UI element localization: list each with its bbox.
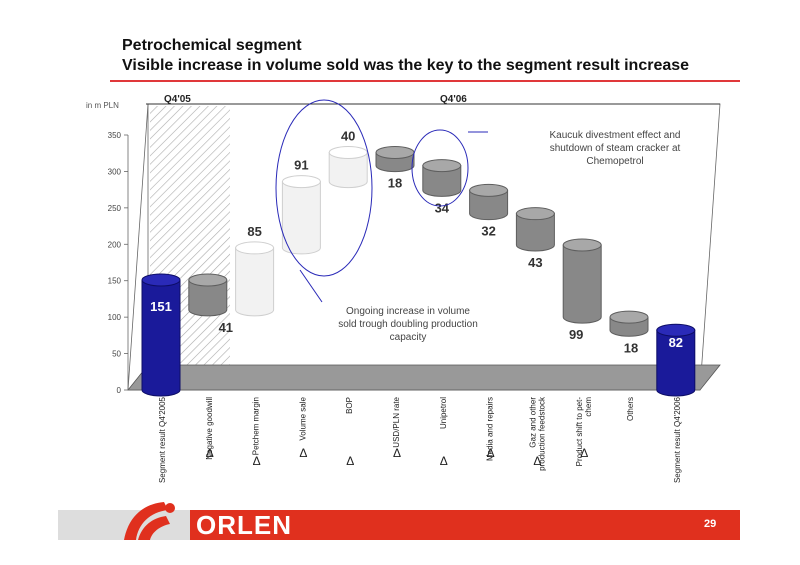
category-label-group: Unipetrol bbox=[439, 397, 448, 429]
delta-symbol-icon: Δ bbox=[299, 446, 307, 460]
category-label: BOP bbox=[345, 397, 354, 414]
highlight-pointer-volume bbox=[299, 269, 323, 303]
bar-top bbox=[281, 175, 321, 189]
title-underline bbox=[110, 80, 740, 82]
category-label-group: Negative goodwill bbox=[205, 397, 214, 460]
bar-top bbox=[656, 323, 696, 337]
category-label-group: Others bbox=[626, 397, 635, 421]
y-tick-label: 250 bbox=[108, 204, 122, 213]
data-label: 82 bbox=[669, 335, 683, 350]
category-label: Petchem margin bbox=[252, 397, 261, 455]
category-label-group: BOP bbox=[345, 397, 354, 414]
bar-top bbox=[609, 310, 649, 324]
category-label: Unipetrol bbox=[439, 397, 448, 429]
chart-floor bbox=[127, 364, 721, 391]
bar-top bbox=[469, 183, 509, 197]
category-label: USD/PLN rate bbox=[392, 396, 401, 447]
delta-symbol-icon: Δ bbox=[393, 446, 401, 460]
highlight-circle-volume bbox=[275, 99, 373, 277]
data-label: 34 bbox=[435, 200, 450, 215]
data-label: 151 bbox=[150, 299, 172, 314]
category-label-group: Media and repairs bbox=[486, 397, 495, 461]
data-label: 18 bbox=[624, 340, 638, 355]
footer-red-band bbox=[190, 510, 740, 540]
highlight-circle-unipetrol bbox=[411, 129, 469, 207]
bar-top bbox=[328, 145, 368, 159]
bar bbox=[281, 181, 321, 255]
y-tick-label: 300 bbox=[108, 167, 122, 176]
y-tick-label: 150 bbox=[108, 277, 122, 286]
bar bbox=[562, 244, 602, 324]
data-label: 40 bbox=[341, 128, 355, 143]
category-label: Segment result Q4'2005 bbox=[158, 396, 167, 483]
category-label-group: Volume sale bbox=[298, 396, 307, 440]
period-label-q4-06: Q4'06 bbox=[440, 94, 467, 105]
annotation-volume: Ongoing increase in volume sold trough do… bbox=[338, 306, 478, 343]
title-line-1: Petrochemical segment bbox=[122, 37, 302, 54]
category-label-group: Gaz and otherproduction feedstock bbox=[528, 396, 546, 471]
y-tick-label: 350 bbox=[108, 131, 122, 140]
y-axis-unit-label: in m PLN bbox=[86, 101, 119, 110]
bar bbox=[235, 247, 275, 317]
delta-symbol-icon: Δ bbox=[346, 454, 354, 468]
category-label: Media and repairs bbox=[486, 397, 495, 461]
delta-symbol-icon: Δ bbox=[487, 446, 495, 460]
delta-symbol-icon: Δ bbox=[533, 454, 541, 468]
category-label: Product shift to pet-chem bbox=[575, 397, 593, 467]
y-tick-label: 0 bbox=[117, 386, 122, 395]
bar bbox=[469, 189, 509, 221]
category-label: Segment result Q4'2006 bbox=[673, 396, 682, 483]
category-label: Others bbox=[626, 397, 635, 421]
bar-top bbox=[188, 273, 228, 287]
page-number: 29 bbox=[704, 518, 717, 530]
data-label: 85 bbox=[247, 224, 261, 239]
category-label-group: Petchem margin bbox=[252, 397, 261, 455]
y-tick-label: 50 bbox=[112, 350, 121, 359]
data-label: 91 bbox=[294, 158, 308, 173]
category-label: Negative goodwill bbox=[205, 397, 214, 460]
data-label: 99 bbox=[569, 327, 583, 342]
y-tick-label: 200 bbox=[108, 240, 122, 249]
delta-symbol-icon: Δ bbox=[580, 446, 588, 460]
orlen-logo-icon bbox=[124, 502, 175, 540]
bar bbox=[656, 329, 696, 397]
logo-text: ORLEN bbox=[196, 510, 292, 540]
bar bbox=[188, 279, 228, 317]
data-label: 18 bbox=[388, 176, 402, 191]
period-label-q4-05: Q4'05 bbox=[164, 94, 191, 105]
category-label: Gaz and otherproduction feedstock bbox=[528, 396, 546, 471]
slide-title: Petrochemical segment Visible increase i… bbox=[122, 36, 689, 76]
bar-top bbox=[235, 241, 275, 255]
title-line-2: Visible increase in volume sold was the … bbox=[122, 57, 690, 74]
delta-symbol-icon: Δ bbox=[206, 446, 214, 460]
bar bbox=[422, 165, 462, 197]
data-label: 41 bbox=[219, 320, 233, 335]
y-tick-label: 100 bbox=[108, 313, 122, 322]
bar-top bbox=[141, 273, 181, 287]
bar bbox=[141, 279, 181, 397]
data-label: 32 bbox=[481, 224, 495, 239]
category-label-group: Segment result Q4'2006 bbox=[673, 396, 682, 483]
delta-symbol-icon: Δ bbox=[440, 454, 448, 468]
bar-top bbox=[375, 145, 415, 159]
bar bbox=[328, 151, 368, 189]
data-label: 43 bbox=[528, 255, 542, 270]
category-label-group: Product shift to pet-chem bbox=[575, 397, 593, 467]
bar bbox=[515, 213, 555, 252]
annotation-kaucuk: Kaucuk divestment effect and shutdown of … bbox=[549, 130, 680, 167]
bar-top bbox=[562, 238, 602, 252]
category-label-group: USD/PLN rate bbox=[392, 396, 401, 447]
category-label-group: Segment result Q4'2005 bbox=[158, 396, 167, 483]
bar-top bbox=[422, 159, 462, 173]
category-label: Volume sale bbox=[298, 396, 307, 440]
bar-top bbox=[515, 207, 555, 221]
delta-symbol-icon: Δ bbox=[253, 454, 261, 468]
